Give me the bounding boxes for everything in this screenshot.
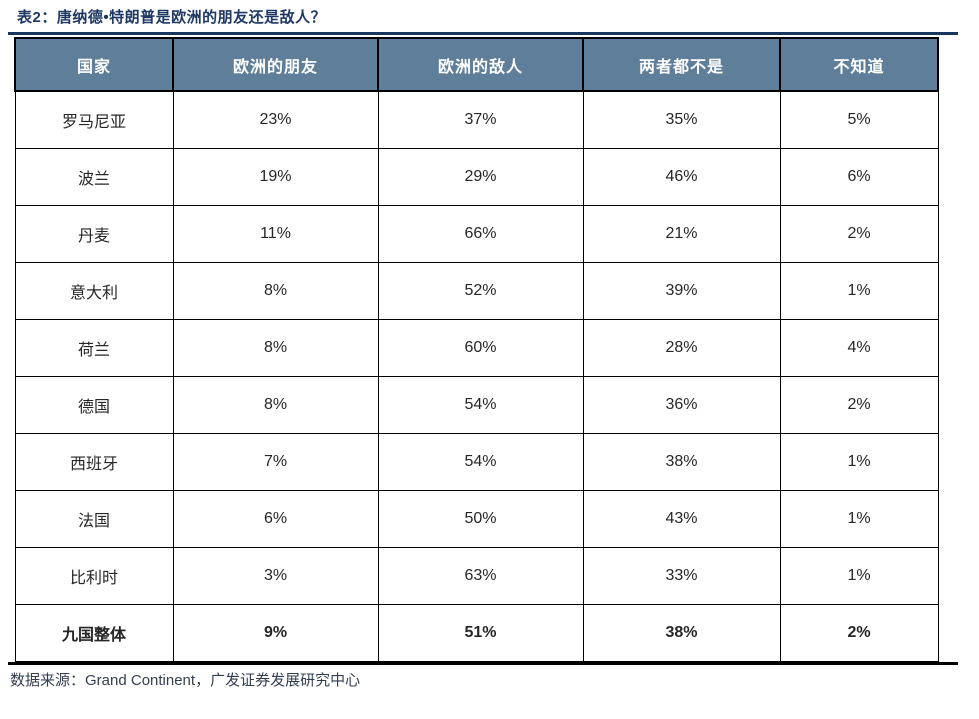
table-body: 罗马尼亚 23% 37% 35% 5% 波兰 19% 29% 46% 6% 丹麦 11% 66% 21% 2… — [14, 90, 939, 662]
value-cell: 38% — [582, 603, 781, 662]
value-cell: 4% — [779, 318, 939, 377]
value-cell: 5% — [779, 90, 939, 149]
table-row: 德国 8% 54% 36% 2% — [14, 375, 939, 434]
value-cell: 54% — [377, 375, 584, 434]
country-cell: 法国 — [14, 489, 174, 548]
value-cell: 39% — [582, 261, 781, 320]
value-cell: 60% — [377, 318, 584, 377]
column-header-3: 两者都不是 — [582, 37, 781, 92]
value-cell: 6% — [779, 147, 939, 206]
value-cell: 8% — [172, 375, 379, 434]
value-cell: 38% — [582, 432, 781, 491]
value-cell: 66% — [377, 204, 584, 263]
value-cell: 52% — [377, 261, 584, 320]
table-container: 国家 欧洲的朋友 欧洲的敌人 两者都不是 不知道 罗马尼亚 23% 37% 35% 5% 波兰 19… — [8, 32, 958, 665]
value-cell: 63% — [377, 546, 584, 605]
data-source: 数据来源：Grand Continent，广发证券发展研究中心 — [10, 671, 361, 689]
value-cell: 1% — [779, 489, 939, 548]
value-cell: 51% — [377, 603, 584, 662]
value-cell: 8% — [172, 318, 379, 377]
value-cell: 29% — [377, 147, 584, 206]
country-cell: 罗马尼亚 — [14, 90, 174, 149]
data-table: 国家 欧洲的朋友 欧洲的敌人 两者都不是 不知道 罗马尼亚 23% 37% 35% 5% 波兰 19… — [14, 37, 939, 662]
table-title: 表2：唐纳德•特朗普是欧洲的朋友还是敌人？ — [17, 9, 327, 26]
country-cell: 丹麦 — [14, 204, 174, 263]
column-header-4: 不知道 — [779, 37, 939, 92]
country-cell: 荷兰 — [14, 318, 174, 377]
value-cell: 7% — [172, 432, 379, 491]
table-row: 九国整体 9% 51% 38% 2% — [14, 603, 939, 662]
table-row: 丹麦 11% 66% 21% 2% — [14, 204, 939, 263]
value-cell: 2% — [779, 603, 939, 662]
country-cell: 西班牙 — [14, 432, 174, 491]
value-cell: 1% — [779, 261, 939, 320]
country-cell: 比利时 — [14, 546, 174, 605]
value-cell: 37% — [377, 90, 584, 149]
value-cell: 8% — [172, 261, 379, 320]
table-row: 法国 6% 50% 43% 1% — [14, 489, 939, 548]
value-cell: 9% — [172, 603, 379, 662]
value-cell: 36% — [582, 375, 781, 434]
column-header-1: 欧洲的朋友 — [172, 37, 379, 92]
table-row: 西班牙 7% 54% 38% 1% — [14, 432, 939, 491]
table-row: 意大利 8% 52% 39% 1% — [14, 261, 939, 320]
value-cell: 28% — [582, 318, 781, 377]
country-cell: 意大利 — [14, 261, 174, 320]
value-cell: 3% — [172, 546, 379, 605]
value-cell: 35% — [582, 90, 781, 149]
country-cell: 德国 — [14, 375, 174, 434]
column-header-2: 欧洲的敌人 — [377, 37, 584, 92]
value-cell: 2% — [779, 204, 939, 263]
value-cell: 43% — [582, 489, 781, 548]
value-cell: 21% — [582, 204, 781, 263]
country-cell: 波兰 — [14, 147, 174, 206]
table-row: 荷兰 8% 60% 28% 4% — [14, 318, 939, 377]
value-cell: 23% — [172, 90, 379, 149]
table-row: 波兰 19% 29% 46% 6% — [14, 147, 939, 206]
value-cell: 11% — [172, 204, 379, 263]
table-row: 罗马尼亚 23% 37% 35% 5% — [14, 90, 939, 149]
header-row: 国家 欧洲的朋友 欧洲的敌人 两者都不是 不知道 — [14, 37, 939, 92]
column-header-0: 国家 — [14, 37, 174, 92]
value-cell: 1% — [779, 432, 939, 491]
table-row: 比利时 3% 63% 33% 1% — [14, 546, 939, 605]
table-header: 国家 欧洲的朋友 欧洲的敌人 两者都不是 不知道 — [14, 37, 939, 92]
value-cell: 46% — [582, 147, 781, 206]
value-cell: 33% — [582, 546, 781, 605]
country-cell: 九国整体 — [14, 603, 174, 662]
value-cell: 6% — [172, 489, 379, 548]
value-cell: 50% — [377, 489, 584, 548]
value-cell: 19% — [172, 147, 379, 206]
value-cell: 2% — [779, 375, 939, 434]
value-cell: 1% — [779, 546, 939, 605]
value-cell: 54% — [377, 432, 584, 491]
